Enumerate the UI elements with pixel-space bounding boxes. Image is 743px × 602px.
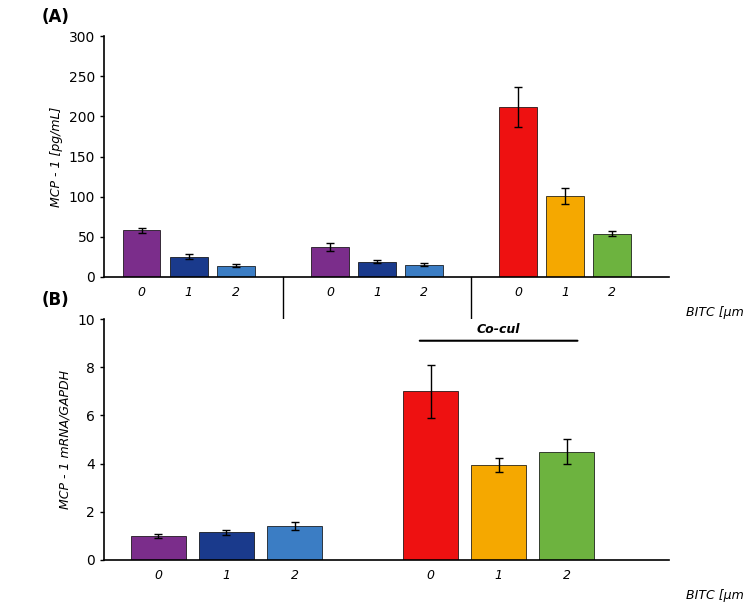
Bar: [594, 234, 631, 277]
Bar: [499, 107, 537, 277]
Bar: [311, 247, 348, 277]
Text: Co-cul: Co-cul: [477, 323, 520, 336]
Bar: [170, 257, 207, 277]
Bar: [267, 526, 322, 560]
Text: BITC [μmol/L]: BITC [μmol/L]: [686, 589, 743, 602]
Text: BITC [μmol/L]: BITC [μmol/L]: [686, 306, 743, 319]
Bar: [471, 465, 526, 560]
Bar: [358, 262, 396, 277]
Text: (B): (B): [42, 291, 70, 309]
Bar: [546, 196, 584, 277]
Bar: [403, 391, 458, 560]
Bar: [199, 532, 253, 560]
Text: 3T3: 3T3: [365, 327, 389, 340]
Y-axis label: MCP - 1 [pg/mL]: MCP - 1 [pg/mL]: [50, 107, 63, 206]
Text: (A): (A): [42, 8, 70, 26]
Bar: [405, 265, 443, 277]
Text: Co-culture: Co-culture: [533, 327, 597, 340]
Bar: [123, 231, 160, 277]
Y-axis label: MCP - 1 mRNA/GAPDH: MCP - 1 mRNA/GAPDH: [59, 370, 72, 509]
Text: Raw: Raw: [175, 327, 202, 340]
Bar: [132, 536, 186, 560]
Bar: [217, 265, 255, 277]
Bar: [539, 452, 594, 560]
